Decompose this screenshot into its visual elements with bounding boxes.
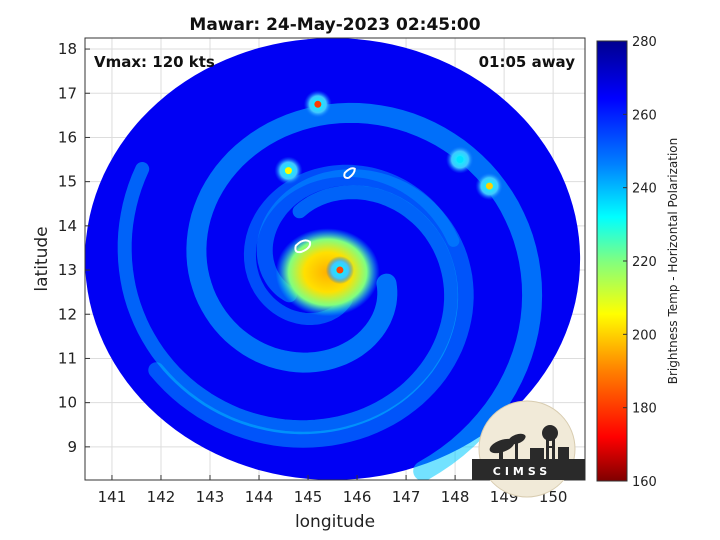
island-outline [343, 167, 356, 179]
rainband [243, 164, 460, 325]
y-axis-label: latitude [32, 226, 52, 291]
rainband [186, 102, 543, 480]
x-tick-label: 145 [294, 488, 323, 506]
y-tick-label: 9 [67, 438, 77, 456]
colorbar [596, 40, 628, 482]
y-tick-label: 17 [58, 84, 77, 102]
chart-title: Mawar: 24-May-2023 02:45:00 [189, 15, 480, 35]
convective-cell [336, 266, 344, 274]
y-tick-label: 10 [58, 394, 77, 412]
rainband [117, 162, 459, 435]
colorbar-tick-label: 200 [632, 328, 657, 343]
colorbar-label: Brightness Temp - Horizontal Polarizatio… [666, 138, 680, 385]
y-tick-label: 11 [58, 349, 77, 367]
x-tick-label: 147 [392, 488, 421, 506]
colorbar-tick-label: 220 [632, 255, 657, 270]
island-outline [294, 239, 312, 254]
y-tick-label: 15 [58, 173, 77, 191]
x-tick-label: 146 [343, 488, 372, 506]
colorbar-tick-label: 160 [632, 475, 657, 490]
convective-cell [485, 182, 493, 190]
x-tick-label: 144 [245, 488, 274, 506]
x-tick-label: 143 [196, 488, 225, 506]
convective-cell [284, 167, 292, 175]
convective-cell [314, 100, 322, 108]
colorbar-tick-label: 240 [632, 182, 657, 197]
colorbar-tick-label: 260 [632, 108, 657, 123]
y-ticks: 9 10 11 12 13 14 15 16 17 18 [58, 40, 90, 456]
y-tick-label: 18 [58, 40, 77, 58]
convective-cell [456, 156, 464, 164]
y-tick-label: 12 [58, 305, 77, 323]
colorbar-ticks: 160 180 200 220 240 260 280 [623, 35, 657, 490]
x-axis-label: longitude [295, 512, 375, 532]
brightness-swath [85, 38, 581, 480]
x-tick-label: 141 [98, 488, 127, 506]
axes-frame [84, 37, 586, 481]
x-tick-label: 148 [441, 488, 470, 506]
colorbar-tick-label: 280 [632, 35, 657, 50]
vmax-annotation: Vmax: 120 kts [94, 53, 215, 71]
y-tick-label: 13 [58, 261, 77, 279]
logo-text: CIMSS [493, 465, 551, 478]
x-tick-label: 142 [147, 488, 176, 506]
y-tick-label: 14 [58, 217, 77, 235]
colorbar-tick-label: 180 [632, 402, 657, 417]
cimss-logo: CIMSS [472, 400, 585, 498]
time-away-annotation: 01:05 away [479, 53, 576, 71]
y-tick-label: 16 [58, 128, 77, 146]
